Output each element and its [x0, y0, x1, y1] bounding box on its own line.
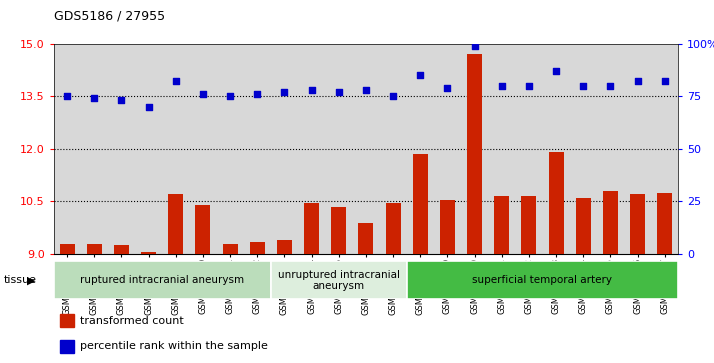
Bar [658, 193, 672, 254]
Point [361, 87, 372, 93]
Bar [575, 198, 590, 254]
Bar [413, 154, 428, 254]
Bar [304, 203, 319, 254]
Point [116, 98, 127, 103]
Bar [603, 191, 618, 254]
Bar [60, 244, 74, 254]
Point [632, 78, 643, 84]
Bar [250, 242, 265, 254]
Text: percentile rank within the sample: percentile rank within the sample [80, 341, 268, 351]
FancyBboxPatch shape [54, 261, 271, 299]
Bar [223, 244, 238, 254]
FancyBboxPatch shape [407, 261, 678, 299]
Point [224, 93, 236, 99]
Point [278, 89, 290, 95]
Bar [630, 195, 645, 254]
Point [578, 83, 589, 89]
Bar [60, 314, 74, 327]
Bar [440, 200, 455, 254]
Point [89, 95, 100, 101]
Point [605, 83, 616, 89]
Bar [169, 195, 183, 254]
Point [306, 87, 317, 93]
Text: unruptured intracranial
aneurysm: unruptured intracranial aneurysm [278, 270, 400, 291]
Point [496, 83, 508, 89]
FancyBboxPatch shape [271, 261, 407, 299]
Bar [141, 252, 156, 254]
Bar [548, 152, 563, 254]
Text: transformed count: transformed count [80, 315, 183, 326]
Bar [386, 203, 401, 254]
Point [523, 83, 535, 89]
Point [415, 72, 426, 78]
Point [170, 78, 181, 84]
Bar [277, 240, 292, 254]
Bar [87, 244, 102, 254]
Text: ruptured intracranial aneurysm: ruptured intracranial aneurysm [80, 276, 244, 285]
Point [388, 93, 399, 99]
Text: superficial temporal artery: superficial temporal artery [473, 276, 613, 285]
Point [61, 93, 73, 99]
Bar [196, 205, 211, 254]
Bar [467, 54, 482, 254]
Point [251, 91, 263, 97]
Bar [114, 245, 129, 254]
Point [659, 78, 670, 84]
Point [550, 68, 562, 74]
Bar [60, 340, 74, 352]
Point [143, 104, 154, 110]
Bar [358, 223, 373, 254]
Bar [331, 207, 346, 254]
Bar [494, 196, 509, 254]
Point [469, 43, 481, 49]
Point [442, 85, 453, 91]
Text: ▶: ▶ [27, 275, 36, 285]
Text: GDS5186 / 27955: GDS5186 / 27955 [54, 9, 165, 22]
Text: tissue: tissue [4, 275, 36, 285]
Point [197, 91, 208, 97]
Point [333, 89, 344, 95]
Bar [521, 196, 536, 254]
